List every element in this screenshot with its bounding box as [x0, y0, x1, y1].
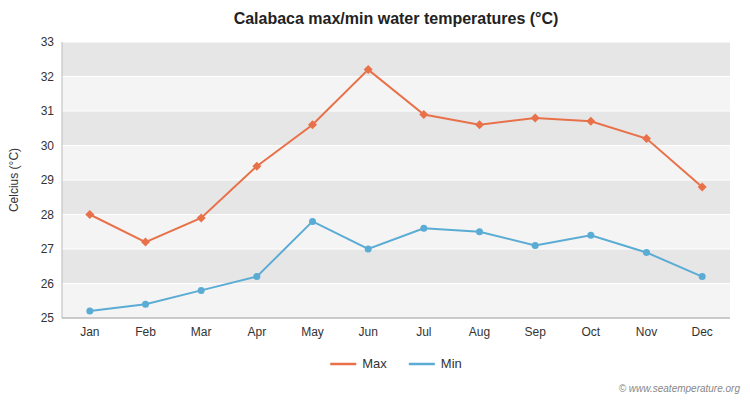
data-point — [141, 238, 150, 247]
plot-background — [62, 42, 730, 318]
data-point — [198, 287, 205, 294]
chart: 25 26 27 28 29 30 31 32 33 Jan Feb Mar Apr May Jun Jul A… — [0, 0, 750, 400]
x-tick-label: Dec — [691, 325, 712, 339]
x-tick-label: Jun — [358, 325, 377, 339]
data-point — [531, 113, 540, 122]
data-point — [586, 117, 595, 126]
data-point — [142, 301, 149, 308]
grid-band — [62, 215, 730, 250]
grid-line — [62, 111, 730, 112]
data-point — [699, 273, 706, 280]
grid-band — [62, 180, 730, 215]
grid-line — [62, 283, 730, 284]
grid-line — [62, 145, 730, 146]
grid-line — [62, 76, 730, 77]
y-tick-label: 29 — [41, 173, 55, 187]
series-line — [90, 70, 702, 243]
data-point — [253, 273, 260, 280]
legend-item: Min — [409, 356, 462, 371]
data-point — [85, 210, 94, 219]
x-axis-line — [62, 318, 730, 319]
y-tick-label: 25 — [41, 311, 55, 325]
series-line — [90, 221, 702, 311]
grid-band — [62, 42, 730, 77]
y-tick-label: 32 — [41, 70, 55, 84]
data-point — [698, 182, 707, 191]
data-point — [419, 110, 428, 119]
legend-swatch — [409, 363, 435, 366]
data-point — [308, 120, 317, 129]
data-point — [197, 213, 206, 222]
grid-band — [62, 146, 730, 181]
grid-band — [62, 77, 730, 112]
grid-line — [62, 318, 730, 319]
legend-item: Max — [330, 356, 387, 371]
grid-band — [62, 249, 730, 284]
x-tick-label: Oct — [581, 325, 600, 339]
grid-line — [62, 249, 730, 250]
legend-swatch — [330, 363, 356, 366]
y-tick-label: 31 — [41, 104, 55, 118]
x-tick-label: Aug — [469, 325, 490, 339]
data-point — [476, 228, 483, 235]
y-axis-label: Celcius (°C) — [7, 148, 21, 212]
x-tick-label: Nov — [636, 325, 657, 339]
data-point — [309, 218, 316, 225]
x-tick-label: Jan — [80, 325, 99, 339]
grid-line — [62, 214, 730, 215]
legend: Max Min — [330, 356, 462, 371]
legend-label: Min — [441, 356, 462, 371]
data-point — [642, 134, 651, 143]
grid-line — [62, 42, 730, 43]
x-tick-label: Apr — [247, 325, 266, 339]
data-point — [365, 246, 372, 253]
data-point — [643, 249, 650, 256]
data-point — [252, 162, 261, 171]
legend-label: Max — [362, 356, 387, 371]
data-point — [475, 120, 484, 129]
y-tick-label: 33 — [41, 35, 55, 49]
x-tick-label: Sep — [524, 325, 546, 339]
x-tick-label: May — [301, 325, 324, 339]
x-tick-label: Mar — [191, 325, 212, 339]
x-tick-label: Feb — [135, 325, 156, 339]
y-tick-label: 28 — [41, 208, 55, 222]
data-point — [587, 232, 594, 239]
x-tick-label: Jul — [416, 325, 431, 339]
y-tick-label: 30 — [41, 139, 55, 153]
data-point — [532, 242, 539, 249]
watermark: © www.seatemperature.org — [619, 383, 741, 394]
data-point — [364, 65, 373, 74]
data-point — [420, 225, 427, 232]
title: Calabaca max/min water temperatures (°C) — [234, 10, 559, 27]
y-axis-line — [62, 42, 63, 318]
grid-band — [62, 111, 730, 146]
plot-area — [85, 65, 706, 315]
y-tick-label: 27 — [41, 242, 55, 256]
grid-line — [62, 180, 730, 181]
y-tick-label: 26 — [41, 277, 55, 291]
data-point — [86, 308, 93, 315]
